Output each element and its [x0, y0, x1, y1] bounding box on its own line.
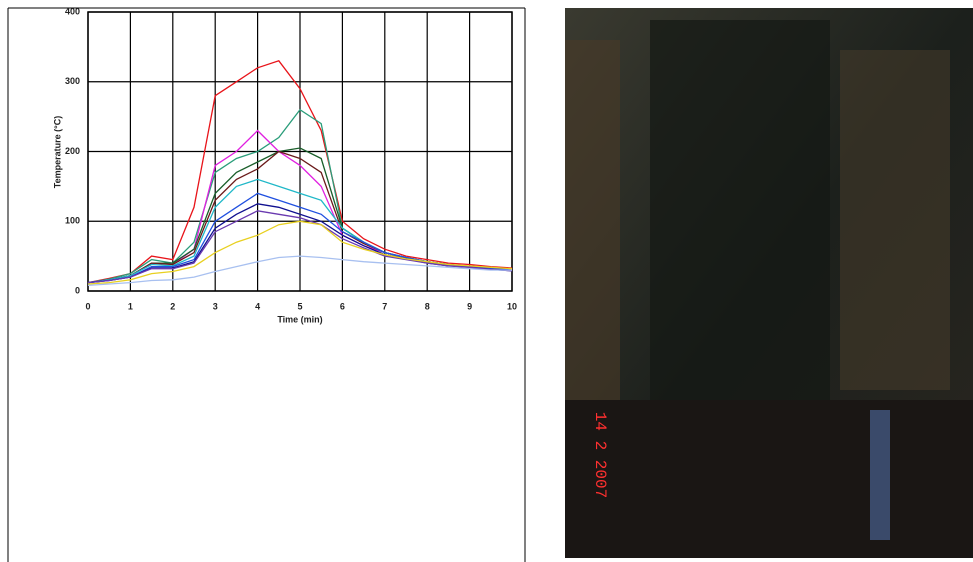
y-tick-label: 200 — [65, 146, 80, 156]
x-tick-label: 8 — [425, 301, 430, 311]
photo-shadow — [650, 20, 830, 400]
y-tick-label: 300 — [65, 76, 80, 86]
y-axis-label: Temperature (°C) — [52, 116, 62, 188]
y-tick-label: 100 — [65, 216, 80, 226]
x-tick-label: 10 — [507, 301, 517, 311]
x-tick-label: 1 — [128, 301, 133, 311]
y-tick-label: 400 — [65, 6, 80, 16]
page: 14 2 2007 Time (min) Temperature (°C) 01… — [0, 0, 973, 562]
x-tick-label: 0 — [85, 301, 90, 311]
y-tick-label: 0 — [75, 285, 80, 295]
x-tick-label: 6 — [340, 301, 345, 311]
x-tick-label: 5 — [297, 301, 302, 311]
x-tick-label: 7 — [382, 301, 387, 311]
photo: 14 2 2007 — [565, 8, 973, 558]
screen: 14 2 2007 Time (min) Temperature (°C) 01… — [0, 0, 973, 562]
x-tick-label: 3 — [213, 301, 218, 311]
x-tick-label: 4 — [255, 301, 260, 311]
x-tick-label: 2 — [170, 301, 175, 311]
photo-wall — [840, 50, 950, 390]
photo-timestamp: 14 2 2007 — [591, 412, 609, 498]
photo-wall — [565, 40, 620, 400]
x-axis-label: Time (min) — [277, 314, 322, 324]
photo-person — [870, 410, 890, 540]
x-tick-label: 9 — [467, 301, 472, 311]
photo-seats — [565, 400, 973, 558]
